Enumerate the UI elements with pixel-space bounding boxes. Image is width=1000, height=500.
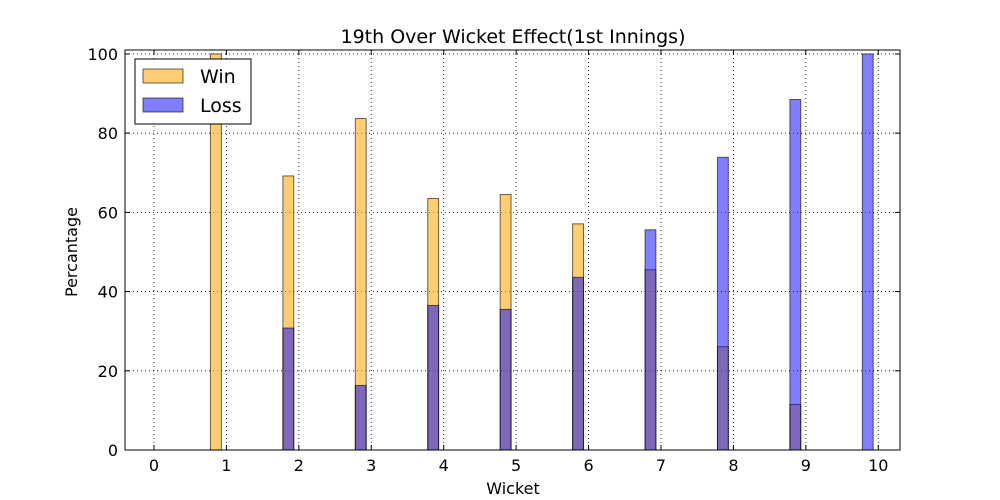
y-tick-label: 40: [98, 283, 118, 302]
x-tick-label: 9: [801, 456, 811, 475]
x-tick-label: 2: [294, 456, 304, 475]
legend-swatch-loss: [142, 97, 184, 113]
x-tick-label: 8: [728, 456, 738, 475]
bar-loss-8: [716, 156, 729, 451]
y-axis-label: Percantage: [62, 207, 81, 297]
bar-loss-7: [644, 229, 657, 451]
legend-swatch-win: [142, 68, 184, 84]
x-tick-label: 10: [868, 456, 888, 475]
x-axis-label: Wicket: [486, 479, 540, 498]
bar-loss-9: [789, 99, 802, 451]
x-tick-label: 6: [583, 456, 593, 475]
bar-loss-3: [354, 384, 367, 451]
legend-label-loss: Loss: [200, 95, 242, 117]
chart-title: 19th Over Wicket Effect(1st Innings): [341, 26, 686, 48]
bar-loss-4: [427, 304, 440, 451]
bar-loss-6: [572, 276, 584, 451]
x-tick-label: 5: [511, 456, 521, 475]
y-tick-label: 80: [98, 124, 118, 143]
x-tick-label: 3: [366, 456, 376, 475]
x-tick-label: 7: [656, 456, 666, 475]
x-tick-label: 1: [221, 456, 231, 475]
y-tick-label: 100: [87, 45, 118, 64]
x-tick-label: 4: [439, 456, 449, 475]
y-tick-label: 0: [108, 441, 118, 460]
y-tick-label: 20: [98, 362, 118, 381]
y-tick-label: 60: [98, 203, 118, 222]
bar-loss-5: [499, 308, 512, 451]
bar-loss-10: [861, 53, 874, 451]
bars: [209, 53, 874, 451]
legend-label-win: Win: [200, 66, 236, 88]
x-tick-label: 0: [149, 456, 159, 475]
grid: [125, 50, 900, 451]
plot-frame: [124, 49, 901, 451]
legend: Win Loss: [134, 58, 252, 125]
bar-loss-2: [282, 327, 295, 451]
